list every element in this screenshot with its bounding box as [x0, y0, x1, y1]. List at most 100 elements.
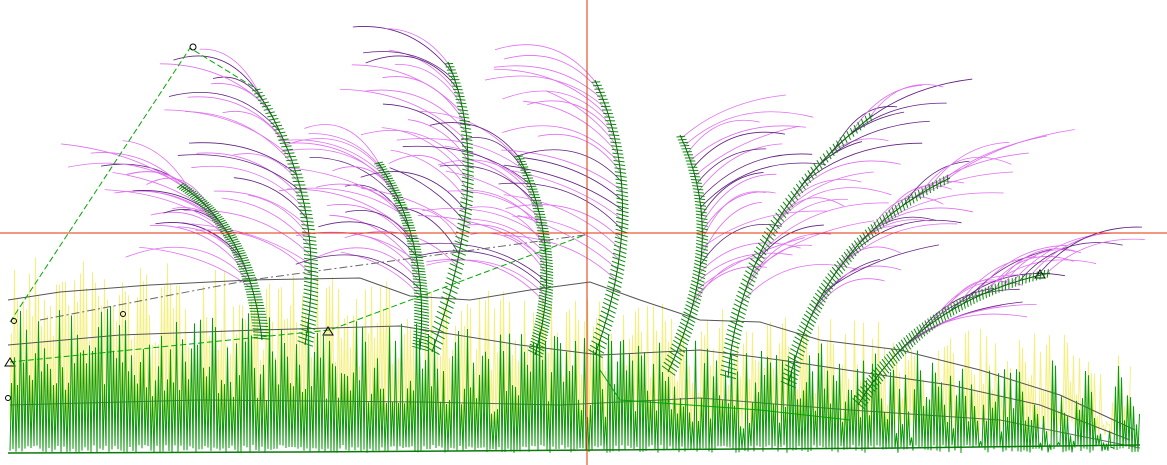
- feather: [517, 214, 618, 270]
- feather: [692, 131, 785, 169]
- feather: [445, 170, 541, 220]
- feather: [439, 164, 538, 206]
- feather: [402, 145, 531, 185]
- feather: [503, 194, 621, 250]
- feather: [696, 148, 767, 184]
- feather: [125, 246, 251, 283]
- feather: [416, 250, 547, 290]
- feather: [701, 173, 777, 224]
- feather: [112, 172, 217, 218]
- feather: [691, 257, 767, 308]
- feather: [701, 191, 776, 232]
- feather: [681, 94, 786, 139]
- marker: [120, 311, 126, 317]
- outline: [7, 325, 1131, 441]
- feather: [426, 259, 546, 304]
- feather: [278, 139, 390, 182]
- feather: [910, 303, 1037, 341]
- feather: [183, 209, 312, 256]
- feather: [834, 106, 898, 150]
- feather: [426, 259, 547, 297]
- feather: [1036, 226, 1143, 277]
- feather: [694, 125, 800, 177]
- feather: [919, 156, 1012, 195]
- feather: [505, 204, 622, 240]
- marker: [4, 357, 16, 367]
- feather: [104, 189, 227, 232]
- feather: [699, 242, 801, 274]
- feather: [381, 127, 469, 181]
- feather: [61, 143, 188, 190]
- marker: [5, 395, 11, 401]
- feather: [502, 90, 613, 128]
- feather: [351, 64, 464, 115]
- feather: [687, 119, 760, 154]
- feather: [233, 177, 308, 219]
- feather: [187, 96, 284, 141]
- feather: [177, 154, 302, 192]
- feather: [339, 88, 468, 142]
- feather: [385, 28, 450, 66]
- feather: [928, 141, 1010, 190]
- feather: [389, 167, 465, 222]
- feather: [284, 166, 404, 212]
- feather: [690, 125, 807, 161]
- feather: [545, 90, 617, 146]
- feather: [126, 171, 201, 201]
- feather: [150, 211, 240, 253]
- feather: [390, 149, 468, 201]
- feather: [417, 215, 547, 261]
- feather: [850, 84, 923, 134]
- feather: [159, 63, 268, 108]
- feather: [429, 122, 520, 159]
- feather: [861, 207, 974, 242]
- feather: [438, 159, 534, 192]
- feather: [361, 187, 464, 233]
- feather: [191, 165, 306, 210]
- feather: [759, 202, 889, 254]
- feather: [460, 224, 547, 268]
- feather: [503, 235, 616, 280]
- feather: [122, 140, 192, 194]
- feather: [874, 192, 1004, 229]
- feather: [695, 237, 805, 291]
- feather: [523, 157, 623, 201]
- stem-outline: [857, 272, 1051, 406]
- feather: [537, 133, 621, 173]
- feather: [994, 248, 1082, 290]
- feather: [751, 220, 875, 273]
- feather: [503, 164, 623, 211]
- feather: [309, 156, 402, 205]
- feather: [804, 142, 923, 182]
- feather: [868, 84, 944, 119]
- feather: [512, 215, 620, 260]
- feather: [164, 109, 291, 158]
- feather: [764, 198, 848, 245]
- stem-outline: [517, 154, 548, 356]
- feather: [317, 247, 421, 284]
- feather: [963, 248, 1053, 304]
- feather: [493, 65, 604, 101]
- marker: [322, 326, 334, 336]
- feather: [700, 162, 826, 208]
- stem-outline: [179, 184, 263, 341]
- feather: [785, 179, 862, 208]
- feather: [888, 181, 965, 217]
- feather: [185, 111, 294, 166]
- feather: [1045, 238, 1145, 275]
- feather: [90, 152, 183, 187]
- feather: [699, 153, 813, 200]
- feather: [956, 256, 1037, 308]
- feather: [304, 124, 380, 165]
- feather: [422, 208, 545, 240]
- feather: [360, 171, 466, 211]
- feather: [461, 218, 547, 254]
- feather: [222, 197, 311, 247]
- feather: [971, 245, 1067, 300]
- feather: [318, 221, 417, 256]
- feather: [701, 210, 827, 249]
- feather: [744, 244, 812, 293]
- feather: [811, 138, 889, 174]
